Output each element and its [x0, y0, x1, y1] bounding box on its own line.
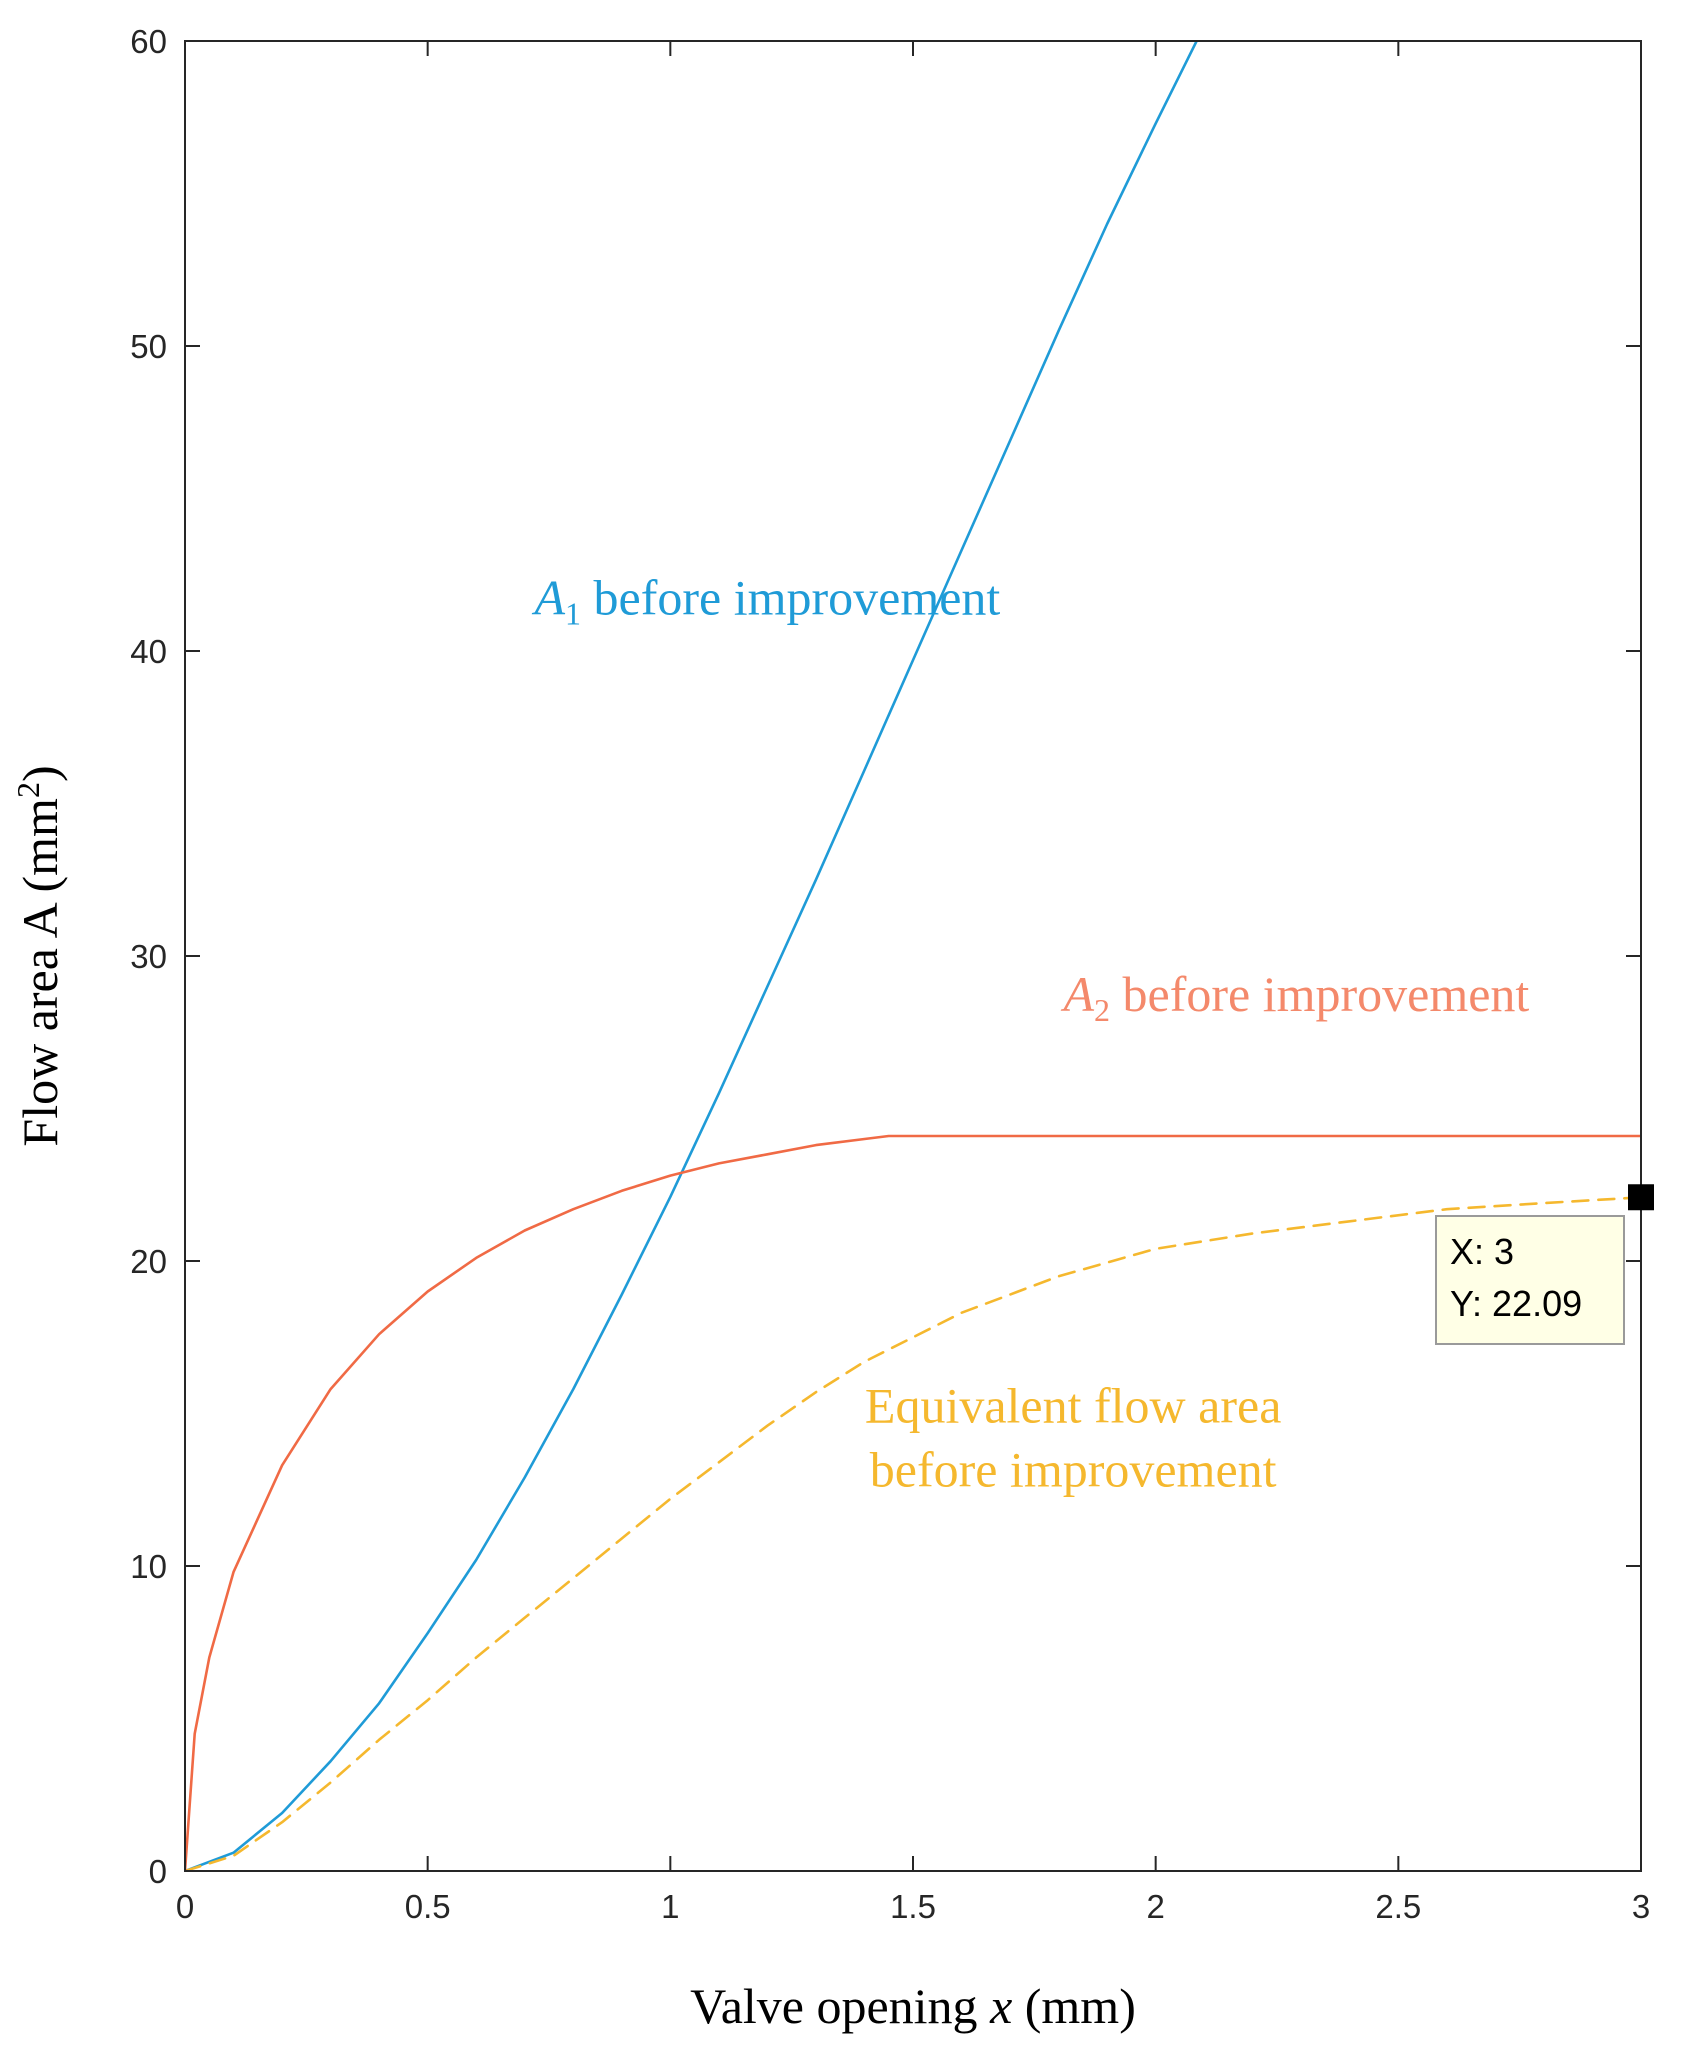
annotation-text: before improvement [581, 569, 1000, 625]
y-axis-title: Flow area A (mm2) [10, 765, 68, 1146]
annotation-eq-line: Equivalent flow area [865, 1378, 1281, 1434]
x-tick-label: 1 [661, 1888, 679, 1925]
x-axis-title: Valve opening x (mm) [690, 1978, 1136, 2034]
y-tick-label: 10 [130, 1548, 167, 1585]
y-tick-label: 0 [149, 1853, 167, 1890]
axes-frame [184, 40, 1642, 1872]
x-tick-label: 0 [176, 1888, 194, 1925]
annotation-symbol: A [531, 569, 565, 625]
series-line-a2 [185, 1134, 1641, 1871]
datatip-y-label: Y: 22.09 [1450, 1283, 1582, 1324]
x-tick-label: 3 [1632, 1888, 1650, 1925]
x-tick-label: 0.5 [405, 1888, 451, 1925]
annotation-a2: A2 before improvement [1060, 966, 1529, 1028]
x-tick-label: 1.5 [890, 1888, 936, 1925]
annotation-a1: A1 before improvement [531, 569, 1000, 631]
y-tick-label: 20 [130, 1243, 167, 1280]
datatip-marker[interactable] [1628, 1184, 1654, 1211]
annotation-subscript: 1 [565, 595, 581, 631]
series-line-equivalent [185, 1196, 1641, 1871]
annotation-eq-line: before improvement [870, 1442, 1277, 1498]
annotation-text: before improvement [1110, 966, 1529, 1022]
y-tick-label: 60 [130, 23, 167, 60]
annotation-subscript: 2 [1094, 992, 1110, 1028]
series-lines [185, 41, 1641, 1871]
x-tick-label: 2 [1146, 1888, 1164, 1925]
series-line-a1 [185, 41, 1199, 1871]
datatip[interactable]: X: 3 Y: 22.09 [1435, 1184, 1654, 1345]
annotation-symbol: A [1060, 966, 1094, 1022]
y-tick-label: 30 [130, 938, 167, 975]
x-tick-label: 2.5 [1375, 1888, 1421, 1925]
datatip-box [1435, 1215, 1625, 1345]
y-tick-label: 50 [130, 328, 167, 365]
datatip-x-label: X: 3 [1450, 1231, 1514, 1272]
y-tick-label: 40 [130, 633, 167, 670]
